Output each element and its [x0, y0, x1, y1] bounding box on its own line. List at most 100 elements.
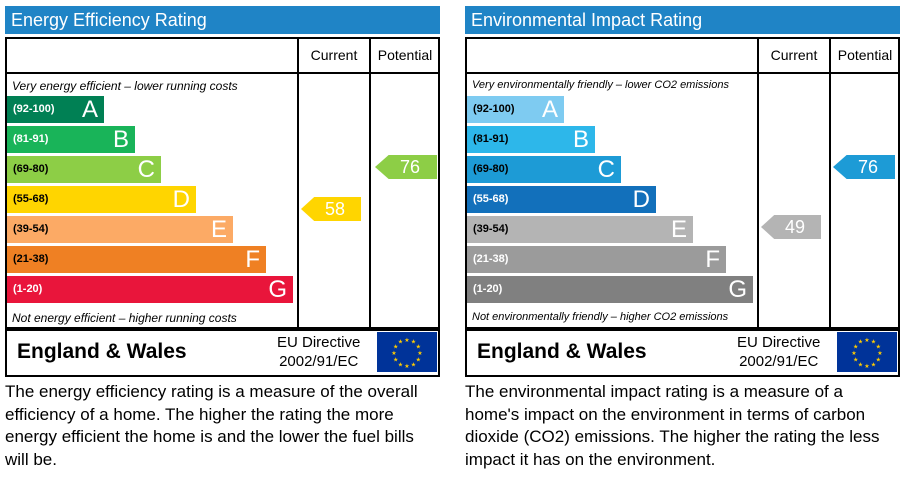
header-divider	[467, 72, 898, 74]
svg-text:★: ★	[411, 339, 416, 346]
energy-efficiency-description: The energy efficiency rating is a measur…	[5, 382, 418, 469]
svg-text:★: ★	[864, 363, 869, 370]
svg-text:★: ★	[851, 350, 856, 357]
footer-box: England & Wales EU Directive 2002/91/EC …	[465, 327, 900, 377]
band-range: (81-91)	[473, 133, 509, 145]
svg-text:★: ★	[398, 361, 403, 368]
environmental-impact-description: The environmental impact rating is a mea…	[465, 382, 880, 469]
svg-text:★: ★	[876, 344, 881, 351]
band-d: (55-68) D	[467, 186, 656, 213]
band-c: (69-80) C	[467, 156, 621, 183]
band-f: (21-38) F	[467, 246, 726, 273]
svg-text:★: ★	[416, 357, 421, 364]
band-f: (21-38) F	[7, 246, 266, 273]
svg-text:★: ★	[417, 350, 422, 357]
energy-efficiency-panel: Energy Efficiency Rating Current Potenti…	[5, 6, 440, 474]
column-divider	[757, 39, 759, 329]
directive-line-2: 2002/91/EC	[279, 353, 359, 370]
energy-efficiency-title: Energy Efficiency Rating	[5, 6, 440, 34]
svg-text:★: ★	[404, 363, 409, 370]
band-e: (39-54) E	[467, 216, 693, 243]
band-range: (1-20)	[473, 283, 503, 295]
svg-text:★: ★	[871, 339, 876, 346]
band-range: (81-91)	[13, 133, 49, 145]
eu-flag-icon: ★ ★★ ★★★ ★★★ ★★★	[837, 332, 897, 372]
potential-column-header: Potential	[837, 47, 893, 63]
svg-text:★: ★	[393, 357, 398, 364]
current-rating-arrow: 58	[301, 197, 361, 221]
band-range: (69-80)	[473, 163, 509, 175]
band-a: (92-100) A	[467, 96, 564, 123]
band-d: (55-68) D	[7, 186, 196, 213]
top-note: Very environmentally friendly – lower CO…	[472, 79, 729, 91]
environmental-impact-chart: Current Potential Very environmentally f…	[465, 37, 900, 331]
column-divider	[369, 39, 371, 329]
band-range: (21-38)	[13, 253, 49, 265]
svg-text:★: ★	[404, 337, 409, 344]
band-letter: F	[245, 246, 260, 273]
region-label: England & Wales	[17, 340, 187, 363]
band-g: (1-20) G	[7, 276, 293, 303]
band-letter: D	[172, 186, 190, 213]
svg-text:★: ★	[864, 337, 869, 344]
svg-text:★: ★	[393, 344, 398, 351]
band-range: (55-68)	[13, 193, 49, 205]
band-b: (81-91) B	[467, 126, 595, 153]
current-column-header: Current	[310, 47, 358, 63]
band-range: (69-80)	[13, 163, 49, 175]
band-range: (92-100)	[13, 103, 55, 115]
band-letter: A	[541, 96, 558, 123]
bottom-note: Not energy efficient – higher running co…	[12, 311, 237, 325]
band-e: (39-54) E	[7, 216, 233, 243]
band-c: (69-80) C	[7, 156, 161, 183]
eu-directive: EU Directive 2002/91/EC	[277, 333, 360, 371]
band-range: (21-38)	[473, 253, 509, 265]
band-letter: C	[597, 156, 615, 183]
potential-column-header: Potential	[377, 47, 433, 63]
band-range: (1-20)	[13, 283, 43, 295]
band-letter: B	[112, 126, 129, 153]
band-letter: B	[572, 126, 589, 153]
band-letter: C	[137, 156, 155, 183]
band-a: (92-100) A	[7, 96, 104, 123]
svg-text:★: ★	[853, 357, 858, 364]
current-column-header: Current	[770, 47, 818, 63]
svg-text:★: ★	[858, 361, 863, 368]
environmental-impact-title: Environmental Impact Rating	[465, 6, 900, 34]
potential-rating-arrow: 76	[375, 155, 437, 179]
column-divider	[297, 39, 299, 329]
top-note: Very energy efficient – lower running co…	[12, 79, 238, 93]
svg-text:★: ★	[876, 357, 881, 364]
header-divider	[7, 72, 438, 74]
svg-text:★: ★	[411, 361, 416, 368]
eu-flag-icon: ★ ★★ ★★★ ★★★ ★★★	[377, 332, 437, 372]
svg-text:★: ★	[871, 361, 876, 368]
svg-text:★: ★	[853, 344, 858, 351]
band-letter: D	[632, 186, 650, 213]
band-letter: E	[670, 216, 687, 243]
band-letter: E	[210, 216, 227, 243]
svg-text:★: ★	[398, 339, 403, 346]
energy-efficiency-chart: Current Potential Very energy efficient …	[5, 37, 440, 331]
band-b: (81-91) B	[7, 126, 135, 153]
footer-box: England & Wales EU Directive 2002/91/EC …	[5, 327, 440, 377]
band-letter: A	[81, 96, 98, 123]
environmental-impact-panel: Environmental Impact Rating Current Pote…	[465, 6, 900, 474]
region-label: England & Wales	[477, 340, 647, 363]
band-letter: F	[705, 246, 720, 273]
directive-line-1: EU Directive	[277, 334, 361, 351]
svg-text:★: ★	[877, 350, 882, 357]
svg-text:★: ★	[391, 350, 396, 357]
band-letter: G	[728, 276, 747, 303]
column-divider	[829, 39, 831, 329]
band-g: (1-20) G	[467, 276, 753, 303]
directive-line-1: EU Directive	[737, 334, 821, 351]
band-letter: G	[268, 276, 287, 303]
svg-text:★: ★	[416, 344, 421, 351]
eu-directive: EU Directive 2002/91/EC	[737, 333, 820, 371]
band-range: (92-100)	[473, 103, 515, 115]
band-range: (55-68)	[473, 193, 509, 205]
svg-text:★: ★	[858, 339, 863, 346]
potential-rating-arrow: 76	[833, 155, 895, 179]
band-range: (39-54)	[473, 223, 509, 235]
